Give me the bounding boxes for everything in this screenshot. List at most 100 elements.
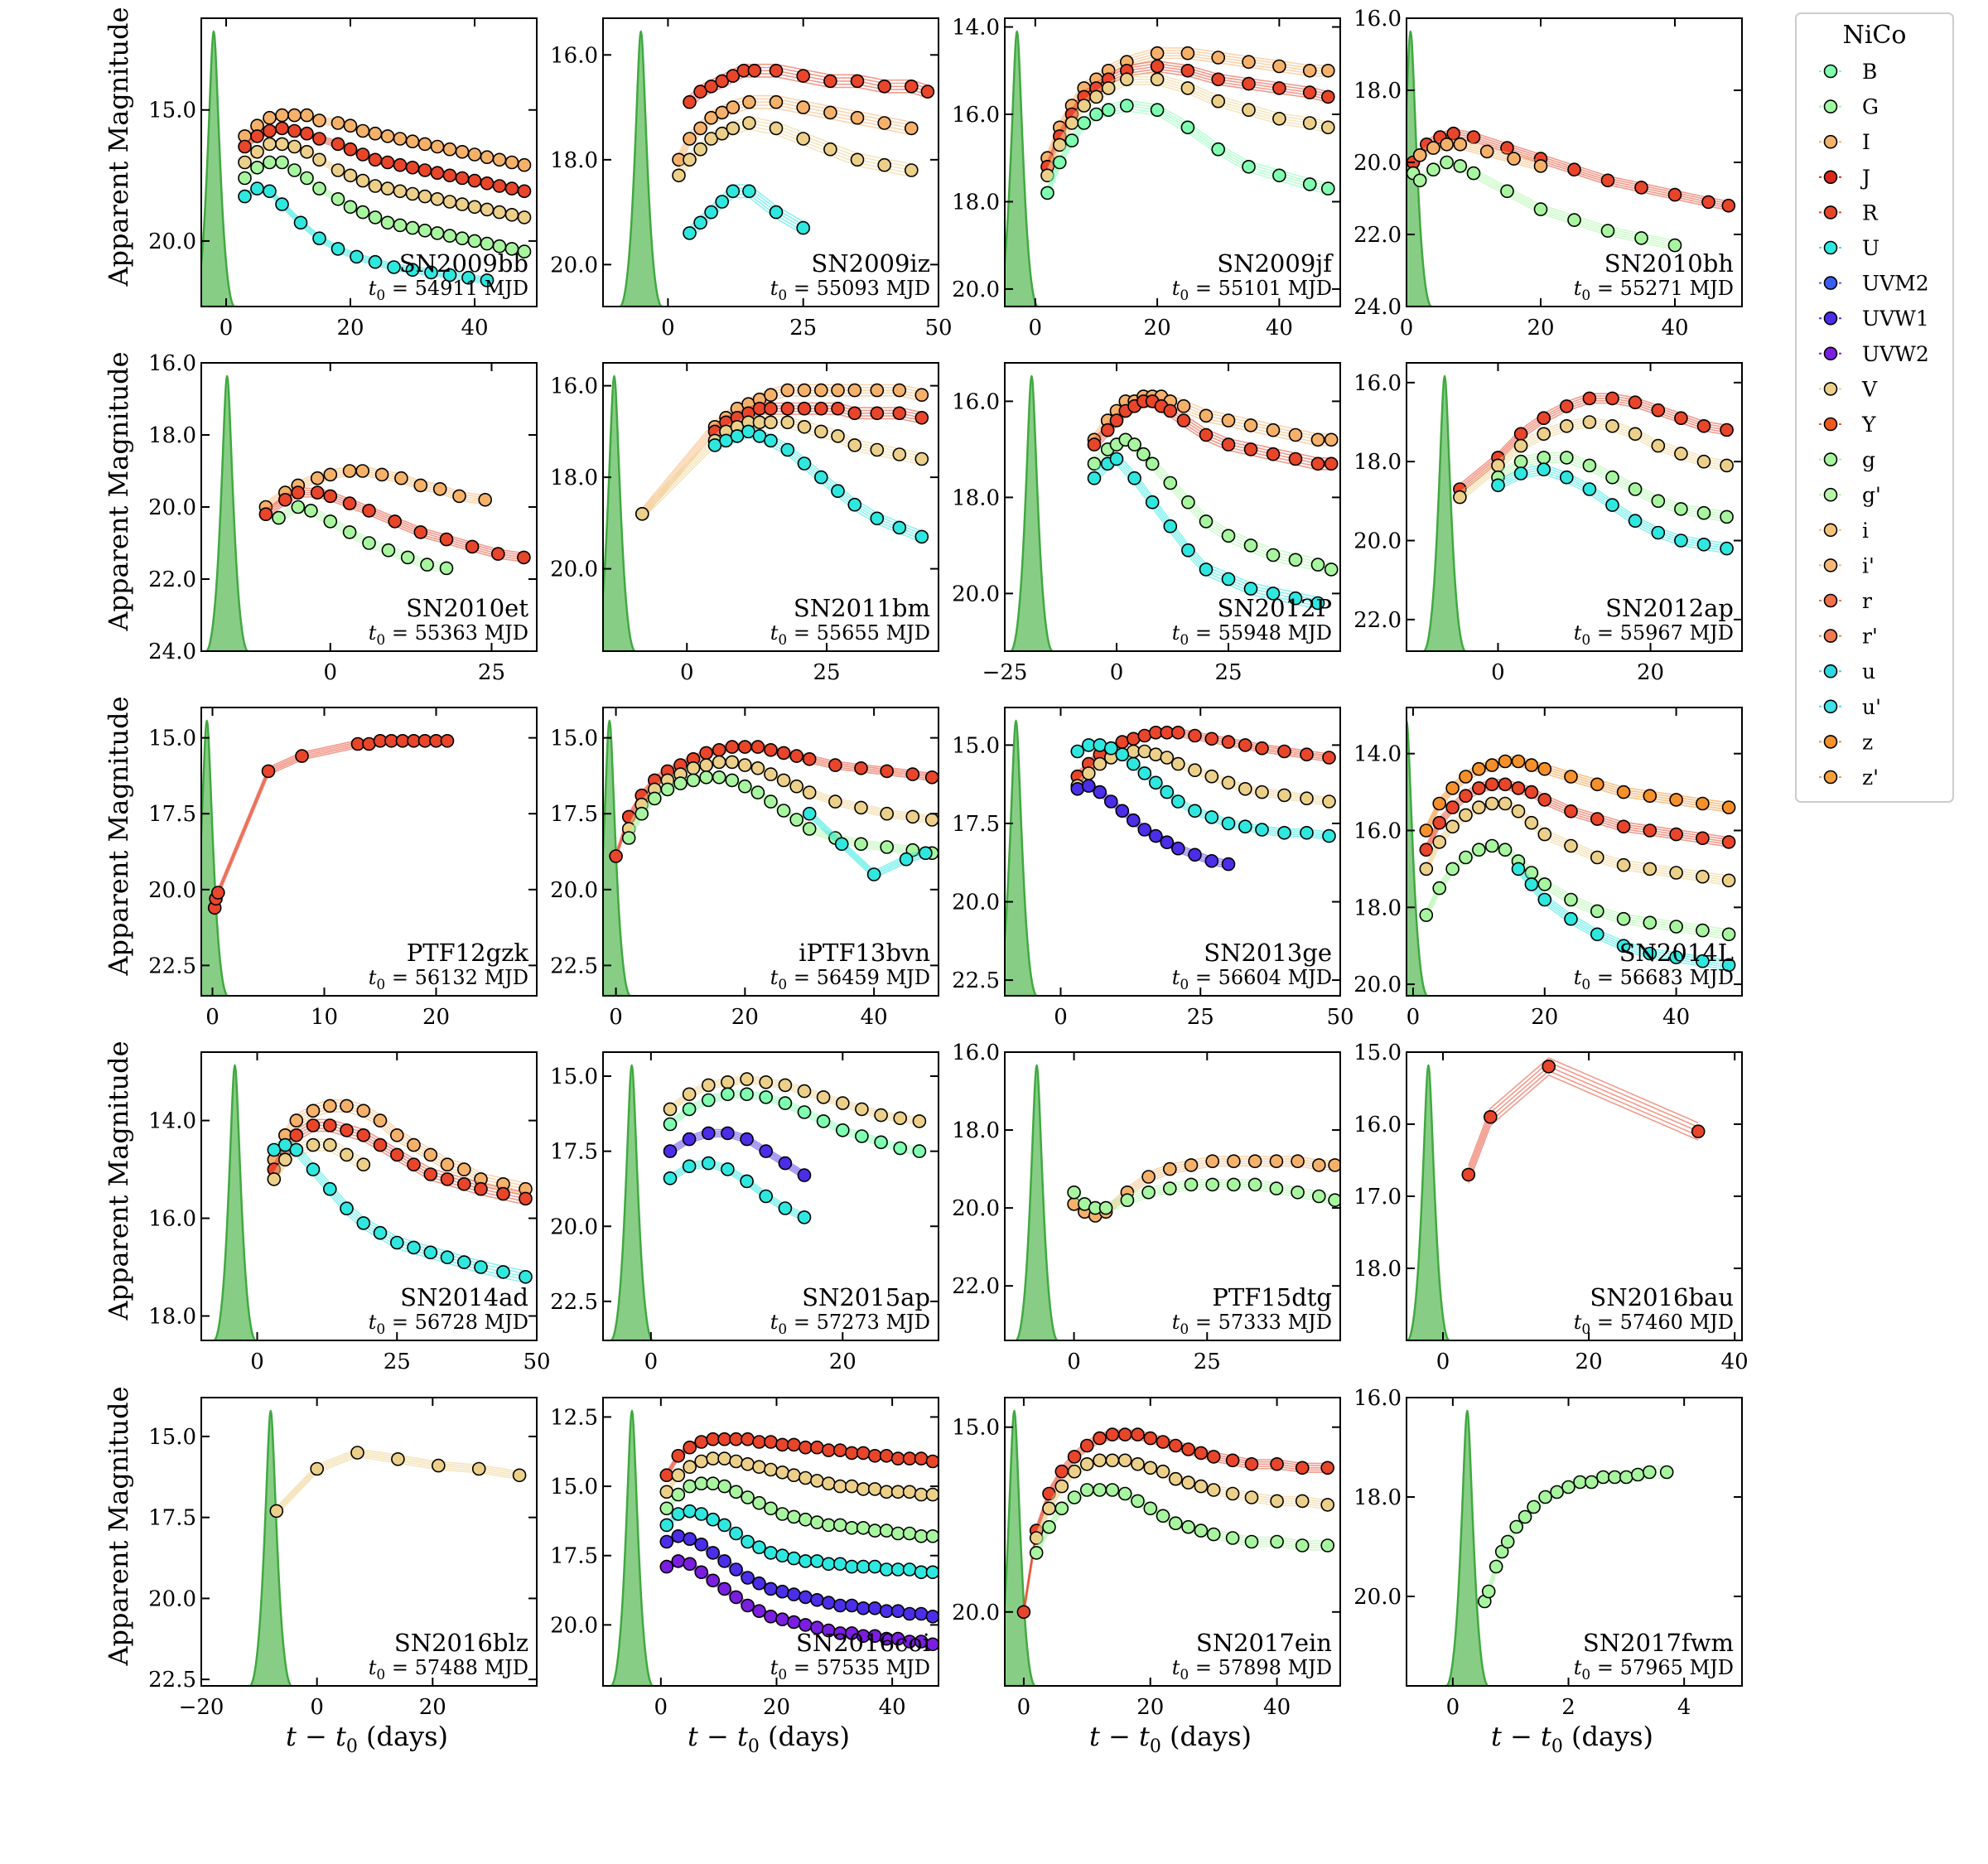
series-V bbox=[269, 1446, 527, 1519]
legend-label: V bbox=[1861, 377, 1878, 401]
data-point bbox=[1616, 939, 1631, 953]
data-point bbox=[492, 152, 507, 167]
data-point bbox=[701, 1093, 716, 1108]
data-point bbox=[407, 1157, 421, 1171]
data-point bbox=[845, 1446, 859, 1461]
data-point bbox=[1542, 1060, 1556, 1074]
data-point bbox=[914, 1451, 929, 1466]
data-point bbox=[289, 1128, 304, 1142]
data-point bbox=[492, 179, 507, 193]
y-tick-label: 22.0 bbox=[952, 1274, 1000, 1299]
data-point bbox=[430, 192, 445, 206]
data-point bbox=[778, 1156, 793, 1171]
data-point bbox=[1188, 847, 1202, 862]
data-point bbox=[1669, 827, 1683, 842]
data-point bbox=[813, 383, 828, 398]
data-point bbox=[306, 1162, 321, 1176]
data-point bbox=[1651, 403, 1666, 418]
data-point bbox=[1300, 825, 1314, 840]
data-point bbox=[1674, 411, 1688, 426]
data-point bbox=[769, 121, 784, 136]
data-point bbox=[796, 100, 811, 114]
xlabel-tail: (days) bbox=[1563, 1721, 1653, 1752]
data-point bbox=[1080, 1457, 1094, 1471]
data-point bbox=[1691, 1124, 1706, 1138]
data-point bbox=[1277, 825, 1291, 840]
data-point bbox=[391, 1452, 405, 1466]
data-point bbox=[432, 481, 447, 496]
series-V bbox=[238, 137, 532, 225]
data-point bbox=[706, 1432, 721, 1446]
data-point bbox=[517, 210, 532, 225]
explosion-time-peak bbox=[603, 719, 632, 996]
data-point bbox=[1243, 442, 1258, 456]
model-curve bbox=[273, 1150, 526, 1284]
data-point bbox=[712, 755, 726, 770]
data-point bbox=[892, 383, 907, 398]
data-point bbox=[764, 767, 778, 781]
data-point bbox=[355, 123, 370, 138]
legend-label: u bbox=[1862, 659, 1875, 683]
data-point bbox=[1564, 804, 1578, 819]
data-point bbox=[821, 1596, 836, 1610]
data-point bbox=[1070, 781, 1085, 796]
data-point bbox=[740, 1132, 754, 1147]
data-point bbox=[1145, 495, 1160, 509]
data-point bbox=[1537, 462, 1551, 477]
data-point bbox=[925, 1529, 939, 1543]
data-point bbox=[1199, 563, 1214, 577]
data-point bbox=[1266, 587, 1281, 601]
axes-frame bbox=[1004, 17, 1341, 307]
data-point bbox=[828, 758, 842, 772]
data-point bbox=[420, 558, 434, 572]
data-point bbox=[717, 1518, 731, 1533]
data-point bbox=[1136, 447, 1151, 461]
data-point bbox=[856, 1521, 871, 1535]
data-point bbox=[747, 64, 762, 78]
data-point bbox=[914, 1529, 929, 1543]
data-point bbox=[1211, 142, 1225, 157]
supernova-name: SN2016blz bbox=[394, 1629, 528, 1657]
data-point bbox=[1064, 133, 1079, 147]
model-curve bbox=[1459, 426, 1727, 503]
data-point bbox=[1272, 168, 1286, 183]
data-point bbox=[847, 497, 862, 512]
data-point bbox=[1312, 1158, 1326, 1172]
data-point bbox=[924, 813, 939, 827]
data-point bbox=[925, 1565, 939, 1580]
data-point bbox=[1163, 476, 1178, 490]
series-B bbox=[663, 1087, 927, 1158]
data-point bbox=[775, 1548, 789, 1562]
data-point bbox=[496, 1186, 510, 1201]
data-point bbox=[1643, 915, 1657, 930]
supernova-name: SN2009iz bbox=[811, 249, 930, 278]
data-point bbox=[832, 1443, 847, 1457]
data-point bbox=[663, 1117, 678, 1132]
data-point bbox=[880, 806, 894, 821]
svg-text:t − t0 (days): t − t0 (days) bbox=[286, 1721, 448, 1757]
y-tick-label: 20.0 bbox=[952, 891, 1000, 915]
data-point bbox=[726, 69, 741, 83]
data-point bbox=[1537, 877, 1552, 891]
model-curve bbox=[214, 740, 447, 908]
legend-label: B bbox=[1862, 60, 1877, 84]
data-point bbox=[1247, 1154, 1262, 1168]
data-point bbox=[1302, 85, 1317, 99]
data-point bbox=[1211, 94, 1225, 109]
data-point bbox=[1320, 1461, 1334, 1475]
data-point bbox=[1472, 800, 1486, 814]
data-point bbox=[880, 840, 894, 854]
data-point bbox=[1484, 838, 1499, 853]
data-point bbox=[480, 176, 495, 191]
data-point bbox=[813, 470, 828, 485]
data-point bbox=[1067, 1450, 1082, 1464]
data-point bbox=[879, 1449, 894, 1463]
data-point bbox=[480, 150, 495, 164]
data-point bbox=[721, 1162, 735, 1176]
data-point bbox=[1131, 1457, 1145, 1471]
legend-label: z bbox=[1862, 730, 1873, 754]
series-U bbox=[238, 181, 495, 287]
data-point bbox=[847, 438, 862, 452]
data-point bbox=[456, 1162, 471, 1176]
